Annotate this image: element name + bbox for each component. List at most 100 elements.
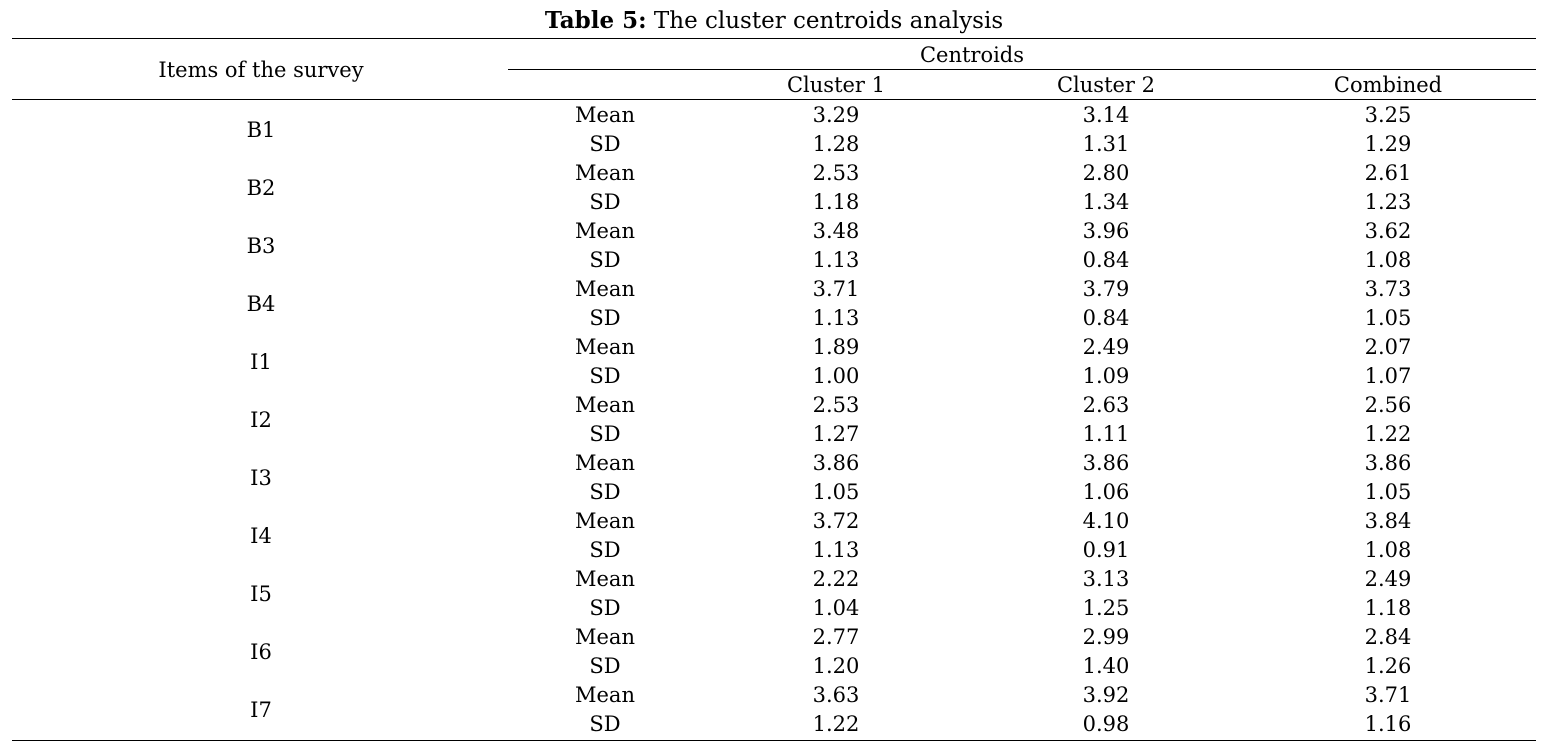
table-caption-label: Table 5: [544,7,647,34]
item-label: B4 [246,291,276,316]
combined-mean-value: 3.25 [1364,103,1412,127]
combined-mean-value: 3.71 [1364,683,1412,707]
sd-label: SD [589,654,621,678]
cluster-1-mean-value: 2.77 [812,625,860,649]
sd-label: SD [589,538,621,562]
combined-mean-value: 3.86 [1364,451,1412,475]
sd-label: SD [589,480,621,504]
mean-label: Mean [575,103,635,127]
combined-mean-value: 2.56 [1364,393,1412,417]
cluster-2-sd-value: 1.40 [1082,654,1130,678]
cluster-1-mean-value: 3.48 [812,219,860,243]
combined-mean-value: 3.62 [1364,219,1412,243]
cluster-1-mean-value: 3.71 [812,277,860,301]
cluster-1-mean-value: 2.22 [812,567,860,591]
cluster-2-sd-value: 1.06 [1082,480,1130,504]
cluster-2-mean-value: 3.14 [1082,103,1130,127]
cluster-1-sd-value: 1.13 [812,306,860,330]
item-label: B3 [246,233,276,258]
cluster-2-mean-value: 2.80 [1082,161,1130,185]
cluster-2-header: Cluster 2 [1056,73,1156,97]
mean-label: Mean [575,161,635,185]
cluster-1-sd-value: 1.18 [812,190,860,214]
cluster-1-sd-value: 1.28 [812,132,860,156]
table-caption-text: The cluster centroids analysis [653,8,1004,34]
cluster-1-sd-value: 1.13 [812,538,860,562]
sd-label: SD [589,190,621,214]
combined-mean-value: 2.84 [1364,625,1412,649]
cluster-2-mean-value: 2.63 [1082,393,1130,417]
cluster-2-mean-value: 2.49 [1082,335,1130,359]
item-label: B1 [246,117,276,142]
combined-sd-value: 1.05 [1364,480,1412,504]
bottom-rule [12,740,1536,741]
cluster-1-sd-value: 1.05 [812,480,860,504]
item-label: I2 [250,407,272,432]
combined-sd-value: 1.07 [1364,364,1412,388]
sd-label: SD [589,132,621,156]
mean-label: Mean [575,567,635,591]
item-label: B2 [246,175,276,200]
sd-label: SD [589,712,621,736]
cluster-2-sd-value: 1.34 [1082,190,1130,214]
cluster-1-sd-value: 1.13 [812,248,860,272]
top-rule [12,38,1536,39]
cluster-2-sd-value: 1.11 [1082,422,1130,446]
cluster-1-mean-value: 1.89 [812,335,860,359]
sd-label: SD [589,364,621,388]
mean-label: Mean [575,625,635,649]
combined-mean-value: 3.84 [1364,509,1412,533]
mean-label: Mean [575,393,635,417]
cluster-2-sd-value: 0.91 [1082,538,1130,562]
item-label: I3 [250,465,272,490]
combined-sd-value: 1.16 [1364,712,1412,736]
combined-mean-value: 3.73 [1364,277,1412,301]
cluster-2-sd-value: 1.31 [1082,132,1130,156]
cluster-1-mean-value: 3.63 [812,683,860,707]
item-label: I7 [250,697,272,722]
combined-sd-value: 1.23 [1364,190,1412,214]
item-label: I6 [250,639,272,664]
combined-sd-value: 1.29 [1364,132,1412,156]
cluster-2-sd-value: 0.84 [1082,248,1130,272]
cluster-2-mean-value: 3.79 [1082,277,1130,301]
cluster-2-mean-value: 3.13 [1082,567,1130,591]
cluster-2-mean-value: 4.10 [1082,509,1130,533]
combined-sd-value: 1.08 [1364,248,1412,272]
combined-sd-value: 1.26 [1364,654,1412,678]
combined-sd-value: 1.05 [1364,306,1412,330]
cluster-2-mean-value: 3.92 [1082,683,1130,707]
sd-label: SD [589,422,621,446]
cluster-1-sd-value: 1.20 [812,654,860,678]
combined-sd-value: 1.18 [1364,596,1412,620]
mean-label: Mean [575,219,635,243]
sd-label: SD [589,306,621,330]
cluster-1-mean-value: 2.53 [812,161,860,185]
cluster-2-sd-value: 1.09 [1082,364,1130,388]
mean-label: Mean [575,451,635,475]
mean-label: Mean [575,335,635,359]
sd-label: SD [589,248,621,272]
item-label: I1 [250,349,272,374]
cluster-1-header: Cluster 1 [786,73,886,97]
combined-sd-value: 1.22 [1364,422,1412,446]
items-column-header: Items of the survey [158,58,364,82]
cluster-1-mean-value: 3.72 [812,509,860,533]
cluster-2-mean-value: 3.86 [1082,451,1130,475]
sd-label: SD [589,596,621,620]
combined-mean-value: 2.07 [1364,335,1412,359]
cluster-1-sd-value: 1.22 [812,712,860,736]
mean-label: Mean [575,683,635,707]
cluster-1-sd-value: 1.00 [812,364,860,388]
cluster-1-mean-value: 3.86 [812,451,860,475]
table-caption: Table 5: The cluster centroids analysis [0,6,1548,36]
cluster-1-mean-value: 2.53 [812,393,860,417]
combined-mean-value: 2.49 [1364,567,1412,591]
cluster-2-sd-value: 0.98 [1082,712,1130,736]
cluster-2-sd-value: 0.84 [1082,306,1130,330]
cluster-2-mean-value: 2.99 [1082,625,1130,649]
combined-sd-value: 1.08 [1364,538,1412,562]
combined-mean-value: 2.61 [1364,161,1412,185]
item-label: I5 [250,581,272,606]
header-bottom-rule [12,99,1536,100]
